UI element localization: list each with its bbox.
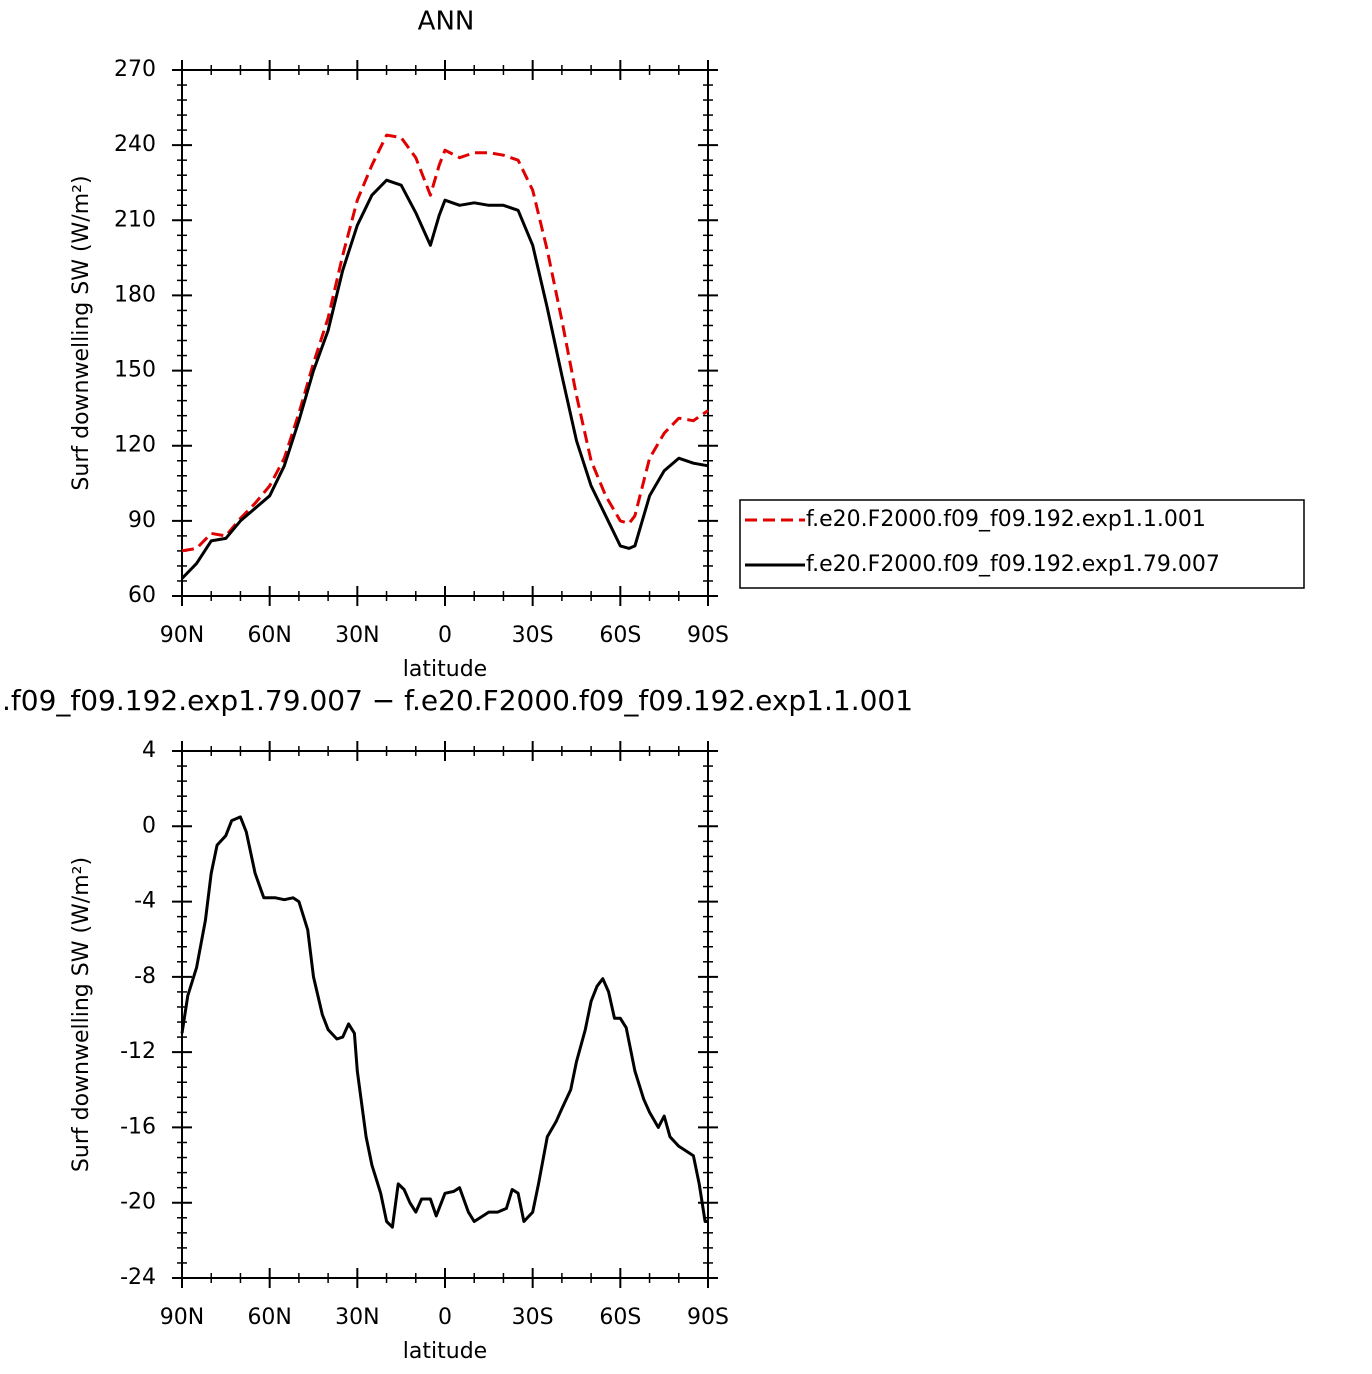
data-line <box>181 133 709 553</box>
chart-title: ANN <box>418 7 475 37</box>
x-tick-label: 0 <box>438 1305 452 1330</box>
y-tick-label: 150 <box>114 358 156 383</box>
x-tick-label: 90N <box>160 1305 204 1330</box>
x-tick-label: 60N <box>247 1305 291 1330</box>
y-tick-label: 90 <box>128 508 156 533</box>
y-tick-label: 0 <box>142 813 156 838</box>
y-tick-label: 120 <box>114 433 156 458</box>
y-axis-label: Surf downwelling SW (W/m²) <box>69 857 94 1172</box>
y-tick-label: -8 <box>134 964 156 989</box>
x-tick-label: 30S <box>512 623 554 648</box>
y-tick-label: 240 <box>114 132 156 157</box>
data-line <box>180 815 708 1229</box>
x-tick-label: 60S <box>599 1305 641 1330</box>
y-tick-label: -16 <box>120 1114 156 1139</box>
x-tick-label: 90S <box>687 1305 729 1330</box>
y-tick-label: 210 <box>114 207 156 232</box>
x-tick-label: 90S <box>687 623 729 648</box>
x-axis-label: latitude <box>403 1339 487 1364</box>
y-tick-label: 180 <box>114 282 156 307</box>
x-tick-label: 60N <box>247 623 291 648</box>
x-axis-label: latitude <box>403 657 487 682</box>
x-tick-label: 30N <box>335 623 379 648</box>
y-tick-label: -4 <box>134 889 156 914</box>
y-tick-label: -20 <box>120 1190 156 1215</box>
x-tick-label: 30N <box>335 1305 379 1330</box>
legend-label: f.e20.F2000.f09_f09.192.exp1.79.007 <box>806 552 1220 577</box>
y-axis-label: Surf downwelling SW (W/m²) <box>69 175 94 490</box>
x-tick-label: 90N <box>160 623 204 648</box>
y-tick-label: -12 <box>120 1039 156 1064</box>
legend-label: f.e20.F2000.f09_f09.192.exp1.1.001 <box>806 507 1206 532</box>
plot-frame <box>181 750 709 1279</box>
x-tick-label: 30S <box>512 1305 554 1330</box>
chart-title: .f09_f09.192.exp1.79.007 − f.e20.F2000.f… <box>2 684 913 717</box>
legend-box <box>739 499 1305 589</box>
data-line <box>180 178 709 580</box>
y-tick-label: 60 <box>128 583 156 608</box>
y-tick-label: -24 <box>120 1265 156 1290</box>
x-tick-label: 60S <box>599 623 641 648</box>
x-tick-label: 0 <box>438 623 452 648</box>
y-tick-label: 270 <box>114 57 156 82</box>
y-tick-label: 4 <box>142 738 156 763</box>
